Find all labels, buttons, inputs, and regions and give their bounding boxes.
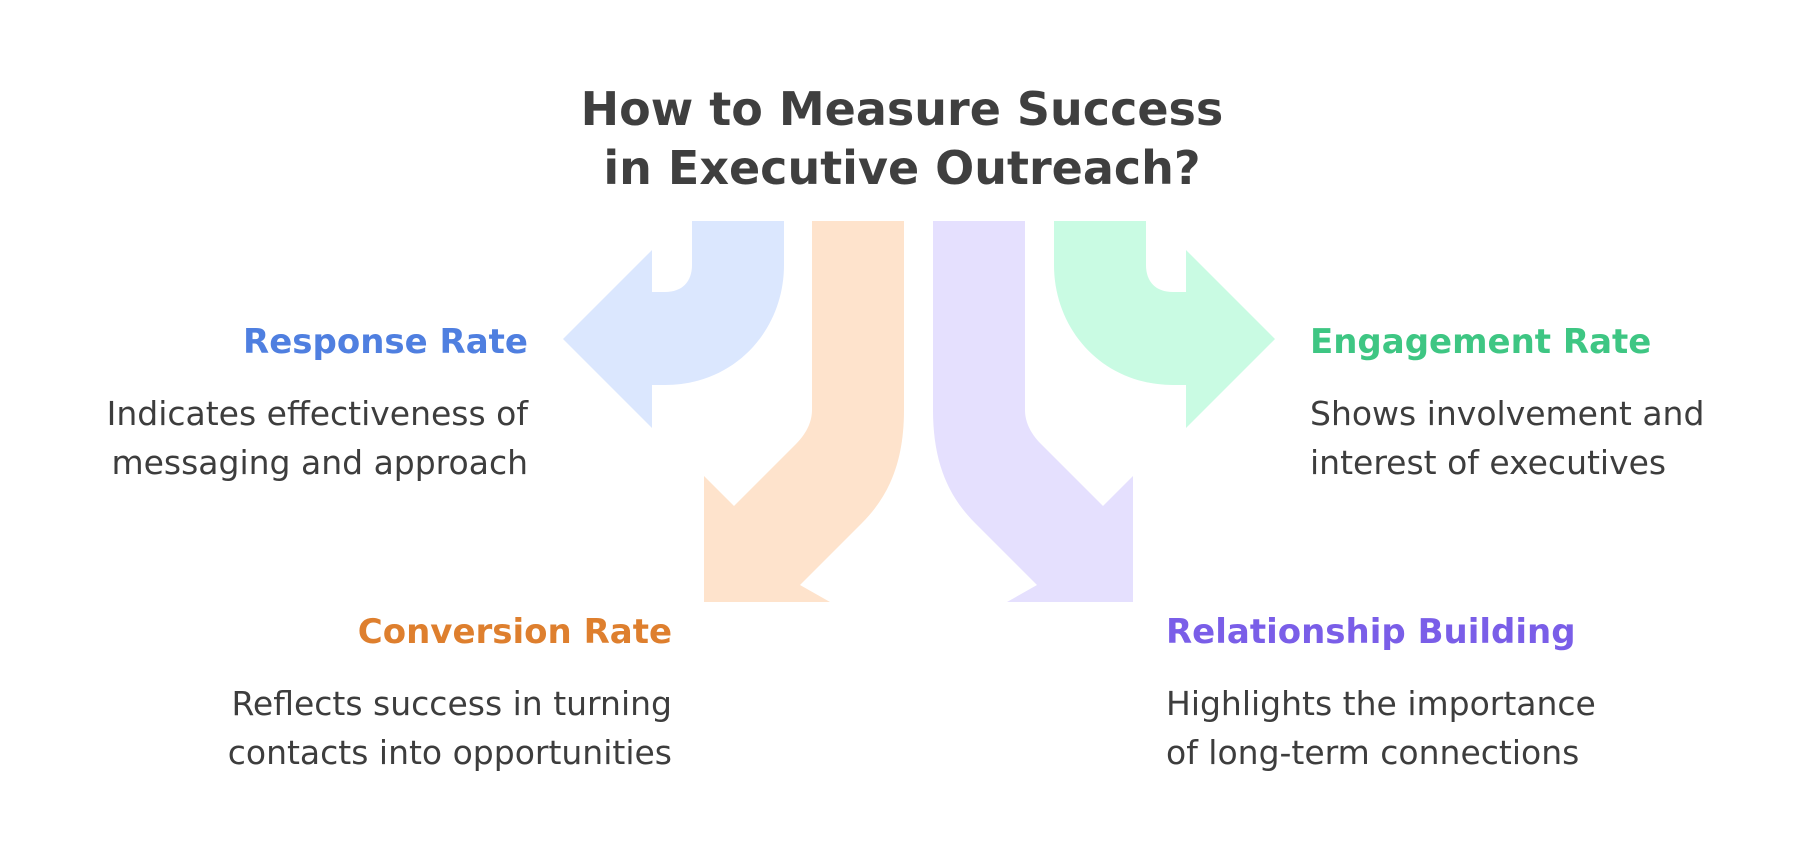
engagement-rate-block: Engagement Rate Shows involvement and in… (1310, 322, 1704, 487)
title-line-1: How to Measure Success (580, 82, 1224, 136)
relationship-building-heading: Relationship Building (1166, 612, 1576, 652)
arrow-engagement (1054, 221, 1275, 428)
conversion-rate-description: Reflects success in turning contacts int… (228, 679, 672, 777)
diagram-title: How to Measure Success in Executive Outr… (452, 80, 1352, 198)
engagement-rate-desc-line-1: Shows involvement and (1310, 394, 1705, 433)
response-rate-desc-line-2: messaging and approach (111, 443, 528, 482)
arrow-relationship (933, 221, 1133, 602)
engagement-rate-description: Shows involvement and interest of execut… (1310, 389, 1704, 487)
arrow-response (563, 221, 784, 428)
conversion-rate-block: Conversion Rate Reflects success in turn… (228, 612, 672, 777)
engagement-rate-heading: Engagement Rate (1310, 322, 1652, 362)
relationship-building-block: Relationship Building Highlights the imp… (1166, 612, 1596, 777)
conversion-rate-desc-line-2: contacts into opportunities (227, 733, 672, 772)
relationship-building-description: Highlights the importance of long-term c… (1166, 679, 1596, 777)
arrow-conversion (704, 221, 904, 602)
response-rate-description: Indicates effectiveness of messaging and… (107, 389, 528, 487)
title-line-2: in Executive Outreach? (603, 141, 1201, 195)
relationship-building-desc-line-1: Highlights the importance (1166, 684, 1596, 723)
response-rate-desc-line-1: Indicates effectiveness of (106, 394, 528, 433)
response-rate-block: Response Rate Indicates effectiveness of… (107, 322, 528, 487)
engagement-rate-desc-line-2: interest of executives (1310, 443, 1667, 482)
response-rate-heading: Response Rate (243, 322, 528, 362)
conversion-rate-desc-line-1: Reflects success in turning (231, 684, 672, 723)
relationship-building-desc-line-2: of long-term connections (1166, 733, 1580, 772)
conversion-rate-heading: Conversion Rate (357, 612, 672, 652)
